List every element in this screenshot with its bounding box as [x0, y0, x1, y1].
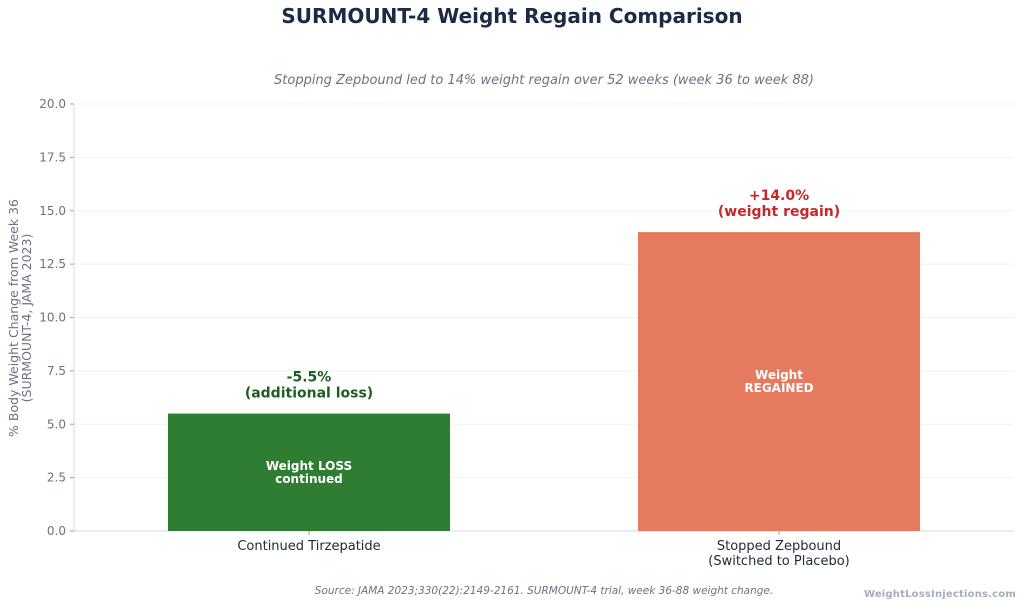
y-tick-label: 15.0 [39, 204, 66, 218]
bar-inner-label: Weight LOSS [266, 459, 352, 473]
brand-watermark: WeightLossInjections.com [863, 589, 1016, 600]
bar [638, 232, 920, 531]
source-note: Source: JAMA 2023;330(22):2149-2161. SUR… [314, 585, 774, 597]
data-label: (weight regain) [718, 204, 840, 220]
y-tick-label: 7.5 [47, 364, 66, 378]
bar-inner-label: continued [275, 472, 343, 486]
chart-title: SURMOUNT-4 Weight Regain Comparison [281, 4, 743, 28]
data-label: (additional loss) [245, 386, 373, 402]
x-tick-label: Stopped Zepbound [717, 539, 841, 554]
y-tick-label: 2.5 [47, 471, 66, 485]
bar-inner-label: Weight [755, 368, 803, 382]
bar-inner-label: REGAINED [744, 381, 813, 395]
data-label: -5.5% [287, 370, 332, 386]
y-tick-label: 10.0 [39, 311, 66, 325]
y-tick-label: 20.0 [39, 97, 66, 111]
y-tick-label: 12.5 [39, 257, 66, 271]
y-tick-label: 5.0 [47, 417, 66, 431]
data-label: +14.0% [749, 188, 809, 204]
y-tick-label: 0.0 [47, 524, 66, 538]
x-tick-label: Continued Tirzepatide [237, 539, 380, 554]
y-tick-label: 17.5 [39, 150, 66, 164]
bar [168, 413, 450, 531]
chart-subtitle: Stopping Zepbound led to 14% weight rega… [274, 73, 814, 88]
x-tick-label: (Switched to Placebo) [708, 554, 849, 569]
